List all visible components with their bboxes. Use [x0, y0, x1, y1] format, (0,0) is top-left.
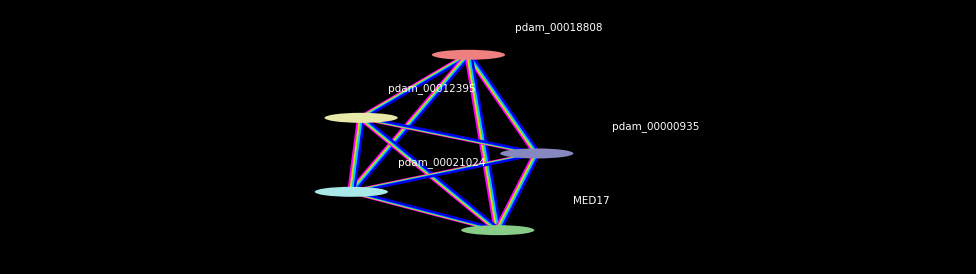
Text: pdam_00018808: pdam_00018808 [515, 22, 602, 33]
Ellipse shape [324, 113, 398, 123]
Text: pdam_00012395: pdam_00012395 [388, 83, 475, 94]
Ellipse shape [461, 225, 535, 235]
Text: pdam_00021024: pdam_00021024 [398, 157, 485, 168]
Ellipse shape [501, 149, 574, 158]
Ellipse shape [314, 187, 388, 197]
Text: pdam_00000935: pdam_00000935 [613, 121, 700, 132]
Ellipse shape [431, 50, 506, 60]
Text: MED17: MED17 [574, 196, 610, 206]
